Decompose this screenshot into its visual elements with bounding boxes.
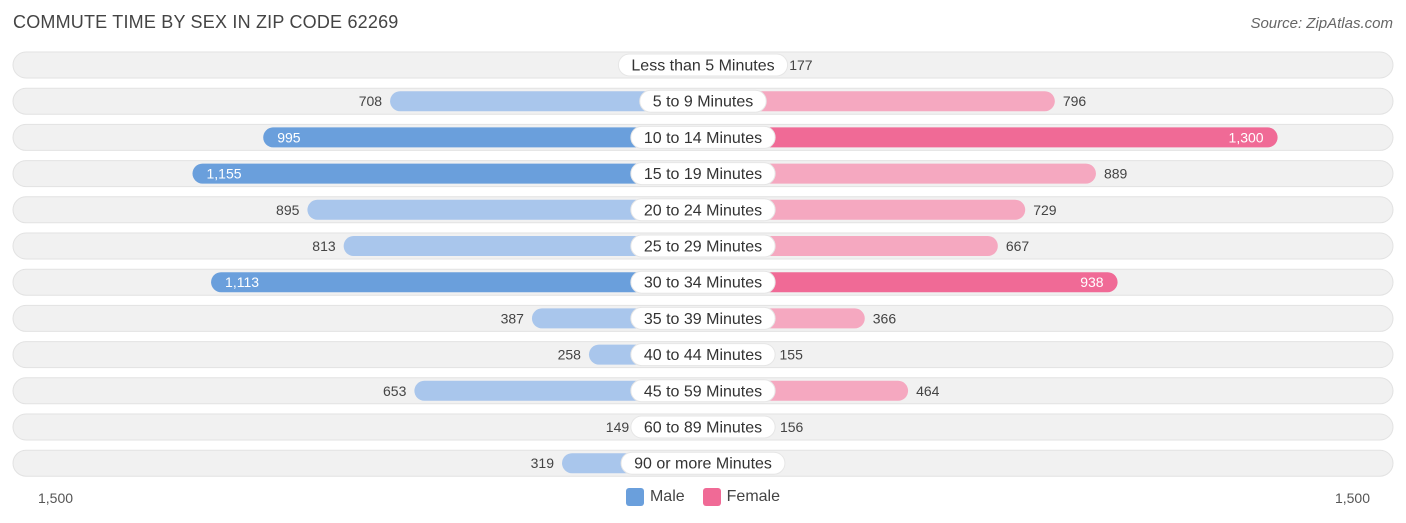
bar-male (211, 272, 703, 293)
bar-male (414, 380, 703, 401)
category-pill (617, 53, 789, 77)
value-label-female: 177 (789, 57, 813, 73)
legend-swatch-female (702, 488, 721, 506)
bar-female (703, 236, 998, 256)
category-pill (620, 451, 786, 475)
category-label: 20 to 24 Minutes (644, 202, 762, 219)
category-label: 30 to 34 Minutes (644, 275, 762, 292)
bar-female (703, 272, 1118, 293)
bar-female (703, 163, 1096, 184)
value-label-male: 995 (277, 129, 301, 145)
legend-label-male: Male (649, 488, 685, 505)
category-pill (630, 270, 776, 294)
category-label: Less than 5 Minutes (631, 58, 774, 75)
value-label-male: 319 (531, 455, 555, 471)
legend: Male Female (0, 488, 1406, 506)
bar-male (343, 236, 703, 256)
bar-female (703, 127, 1278, 148)
category-label: 35 to 39 Minutes (644, 311, 762, 328)
category-pill (630, 415, 776, 439)
axis-label-right: 1,500 (1334, 490, 1370, 506)
category-pill (630, 125, 776, 149)
value-label-male: 1,113 (225, 274, 259, 290)
category-pill (630, 234, 776, 258)
bar-female (703, 199, 1026, 220)
chart-source: Source: ZipAtlas.com (1250, 15, 1393, 32)
value-label-male: 149 (606, 419, 630, 435)
value-label-female: 938 (1080, 274, 1104, 290)
legend-item-male[interactable]: Male (625, 488, 685, 506)
category-pill (630, 198, 776, 222)
value-label-male: 258 (558, 347, 582, 363)
category-pill (630, 343, 776, 367)
value-label-female: 156 (780, 419, 804, 435)
value-label-male: 813 (312, 238, 336, 254)
category-pill (630, 162, 776, 186)
bar-female (703, 91, 1055, 112)
category-pill (630, 306, 776, 330)
category-pill (639, 89, 767, 113)
bar-male (307, 199, 703, 220)
category-label: 5 to 9 Minutes (653, 94, 754, 111)
bar-male (263, 127, 703, 148)
legend-item-female[interactable]: Female (702, 488, 781, 506)
value-label-female: 667 (1006, 238, 1030, 254)
value-label-female: 889 (1104, 166, 1128, 182)
chart-title: COMMUTE TIME BY SEX IN ZIP CODE 62269 (13, 12, 399, 32)
value-label-female: 464 (916, 383, 940, 399)
axis-label-left: 1,500 (38, 490, 74, 506)
value-label-male: 387 (501, 310, 525, 326)
legend-label-female: Female (726, 488, 781, 505)
value-label-female: 155 (780, 347, 804, 363)
value-label-female: 729 (1033, 202, 1057, 218)
category-label: 60 to 89 Minutes (644, 420, 762, 437)
bar-male (390, 91, 703, 112)
category-pill (630, 379, 776, 403)
category-label: 25 to 29 Minutes (644, 239, 762, 256)
value-label-male: 653 (383, 383, 407, 399)
value-label-female: 796 (1063, 93, 1087, 109)
category-label: 40 to 44 Minutes (644, 347, 762, 364)
bar-male (192, 163, 704, 184)
value-label-female: 1,300 (1229, 129, 1264, 145)
value-label-male: 895 (276, 202, 300, 218)
value-label-male: 708 (359, 93, 383, 109)
category-label: 90 or more Minutes (634, 456, 772, 473)
legend-swatch-male (625, 488, 644, 506)
category-label: 45 to 59 Minutes (644, 383, 762, 400)
value-label-male: 1,155 (206, 166, 241, 182)
category-label: 10 to 14 Minutes (644, 130, 762, 147)
value-label-female: 366 (873, 310, 897, 326)
category-label: 15 to 19 Minutes (644, 166, 762, 183)
